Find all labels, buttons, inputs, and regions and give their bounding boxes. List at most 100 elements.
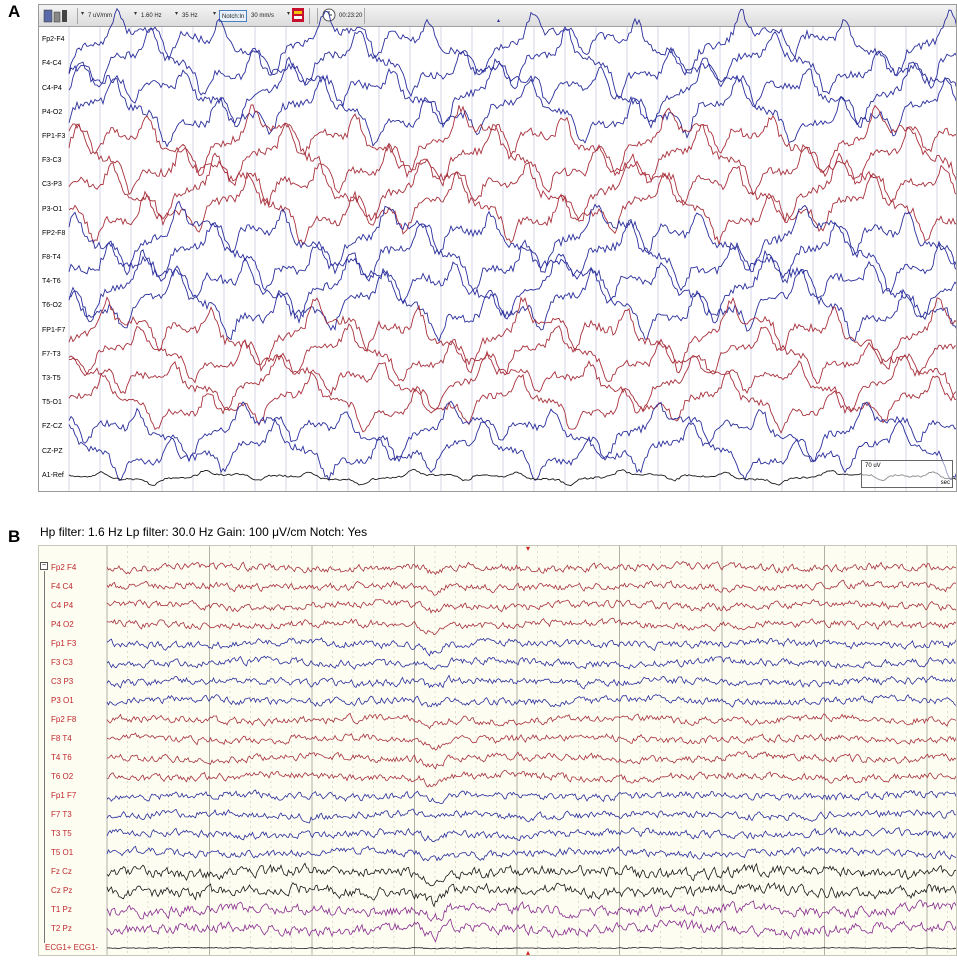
eeg-traces-a — [68, 7, 956, 491]
channel-label: F7 T3 — [51, 809, 72, 819]
channel-label: Fp2-F4 — [42, 36, 65, 44]
eeg-trace-c3-p3 — [106, 674, 956, 690]
channel-label: F4 C4 — [51, 581, 73, 591]
eeg-trace-t5-o1 — [106, 845, 956, 862]
channel-label: F3 C3 — [51, 657, 73, 667]
eeg-trace-f4-c4 — [106, 579, 956, 596]
channel-label: F3-C3 — [42, 157, 62, 165]
high-pass-select[interactable]: 1.60 Hz — [141, 13, 162, 19]
top-marker-icon: ▾ — [526, 545, 531, 553]
eeg-trace-f4-c4 — [68, 28, 956, 98]
eeg-trace-c3-p3 — [68, 152, 956, 226]
channel-label: C3 P3 — [51, 676, 74, 686]
eeg-trace-fp1-f7 — [68, 296, 956, 374]
panel-b-letter: B — [8, 527, 21, 546]
eeg-trace-ecg1-ecg1- — [106, 946, 956, 950]
eeg-trace-t6-o2 — [106, 770, 956, 788]
eeg-trace-f3-c3 — [68, 122, 956, 196]
eeg-trace-t4-t6 — [68, 249, 956, 325]
eeg-trace-f8-t4 — [106, 732, 956, 751]
save-icon[interactable] — [43, 8, 69, 23]
eeg-trace-f8-t4 — [68, 220, 956, 294]
chevron-down-icon[interactable]: ▾ — [81, 11, 85, 17]
speed-select[interactable]: 30 mm/s — [251, 13, 275, 19]
cursor-marker-icon: ▴ — [497, 18, 501, 24]
eeg-trace-c4-p4 — [106, 598, 956, 614]
channel-label: ECG1+ ECG1- — [45, 943, 99, 953]
chevron-down-icon[interactable]: ▾ — [213, 11, 217, 17]
channel-label: FP1-F7 — [42, 326, 66, 334]
channel-label: Fp1 F3 — [51, 638, 77, 648]
eeg-trace-fp2-f4 — [106, 560, 956, 576]
channel-label: T5 O1 — [51, 847, 74, 857]
channel-label: C4-P4 — [42, 84, 62, 92]
sensitivity-select[interactable]: 7 uV/mm — [88, 13, 113, 19]
channel-label: T6 O2 — [51, 771, 74, 781]
channel-label: T4 T6 — [51, 752, 72, 762]
eeg-trace-f7-t3 — [106, 808, 956, 824]
chevron-down-icon[interactable]: ▾ — [134, 11, 138, 17]
eeg-trace-p3-o1 — [106, 694, 956, 708]
collapse-toggle-icon[interactable]: − — [40, 562, 48, 570]
eeg-trace-t1-pz — [106, 899, 956, 922]
eeg-trace-t2-pz — [106, 918, 956, 943]
eeg-trace-fp1-f7 — [106, 789, 956, 805]
eeg-trace-fp1-f3 — [106, 637, 956, 657]
channel-label: T5-O1 — [42, 399, 62, 407]
channel-label: P3-O1 — [42, 205, 63, 213]
chevron-down-icon[interactable]: ▾ — [175, 11, 179, 17]
eeg-trace-c4-p4 — [68, 56, 956, 129]
eeg-viewer-panel-b: Fp2 F4 F4 C4 C4 P4 P4 O2 Fp1 F3 F3 C3 C3 P3 P3 … — [38, 545, 957, 956]
bottom-marker-icon: ▴ — [526, 948, 531, 956]
eeg-trace-t3-t5 — [68, 350, 956, 412]
scale-label: 70 uV — [865, 463, 881, 469]
channel-label: FP2-F8 — [42, 229, 66, 237]
notch-toggle[interactable]: Notch:In — [219, 10, 248, 22]
eeg-trace-f3-c3 — [106, 655, 956, 671]
scale-bar: 70 uV sec — [861, 460, 953, 488]
eeg-trace-p3-o1 — [68, 171, 956, 246]
tree-line — [44, 571, 45, 943]
eeg-trace-p4-o2 — [106, 617, 956, 636]
eeg-toolbar: ▾ 7 uV/mm ▾ 1.60 Hz ▾ 35 Hz ▾ Notch:In 3… — [39, 5, 956, 27]
eeg-trace-cz-pz — [68, 418, 956, 482]
eeg-trace-t4-t6 — [106, 750, 956, 770]
channel-label: Fz Cz — [51, 866, 72, 876]
channel-label: F8 T4 — [51, 733, 72, 743]
scale-unit: sec — [940, 480, 950, 486]
low-pass-select[interactable]: 35 Hz — [182, 13, 198, 19]
channel-label: F4-C4 — [42, 60, 62, 68]
channel-label: CZ-PZ — [42, 447, 63, 455]
channel-label: T2 Pz — [51, 924, 72, 934]
channel-label: T3 T5 — [51, 828, 72, 838]
filter-settings-text: Hp filter: 1.6 Hz Lp filter: 30.0 Hz Gai… — [40, 525, 368, 539]
channel-label: P4-O2 — [42, 108, 63, 116]
chevron-down-icon[interactable]: ▾ — [287, 11, 291, 17]
channel-label: Fp2 F4 — [51, 562, 77, 572]
eeg-trace-fz-cz — [106, 862, 956, 887]
eeg-trace-p4-o2 — [68, 76, 956, 148]
channel-label: C3-P3 — [42, 181, 62, 189]
channel-label: C4 P4 — [51, 600, 74, 610]
eeg-trace-t5-o1 — [68, 370, 956, 434]
channel-label: Fp1 F7 — [51, 790, 77, 800]
eeg-trace-f7-t3 — [68, 323, 956, 385]
channel-label: Fp2 F8 — [51, 714, 77, 724]
panel-a-letter: A — [8, 2, 21, 21]
channel-label: FZ-CZ — [42, 423, 63, 431]
channel-label: T6-O2 — [42, 302, 62, 310]
eeg-trace-t6-o2 — [68, 265, 956, 343]
channel-label: P4 O2 — [51, 619, 74, 629]
channel-label: Cz Pz — [51, 886, 73, 895]
eeg-trace-fz-cz — [68, 400, 956, 463]
channel-label: P3 O1 — [51, 695, 74, 705]
time-display: 00:23:20 — [339, 13, 363, 19]
channel-label: F7-T3 — [42, 350, 61, 358]
eeg-trace-cz-pz — [106, 882, 956, 908]
eeg-trace-t3-t5 — [106, 827, 956, 842]
channel-label: T4-T6 — [42, 278, 61, 286]
eeg-trace-fp2-f8 — [68, 200, 956, 276]
montage-icon[interactable] — [292, 8, 304, 22]
eeg-trace-fp2-f8 — [106, 712, 956, 730]
eeg-viewer-panel-a: ▾ 7 uV/mm ▾ 1.60 Hz ▾ 35 Hz ▾ Notch:In 3… — [38, 4, 957, 492]
